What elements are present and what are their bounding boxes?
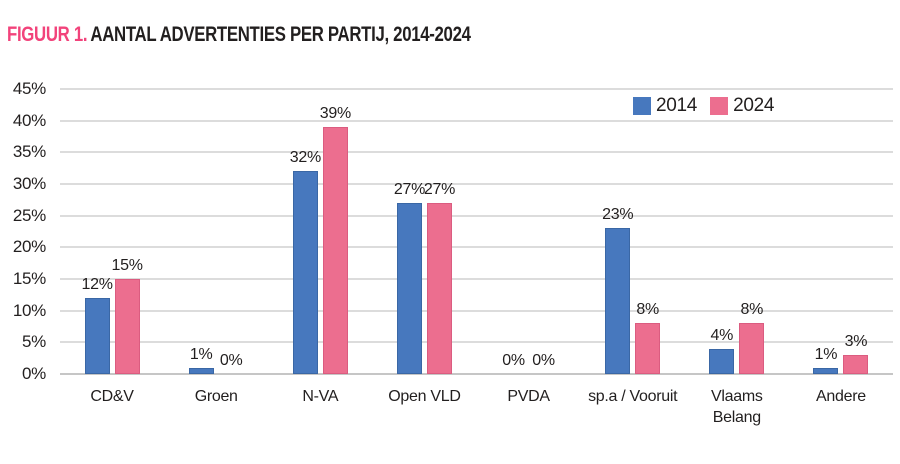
y-axis-tick-label: 40% [12, 110, 46, 130]
bar-value-label: 23% [602, 206, 634, 224]
y-axis-tick-label: 15% [12, 269, 46, 288]
x-axis-category-label: Andere [816, 388, 866, 405]
bar-2014-2 [292, 171, 318, 374]
bar-2014-3 [396, 203, 422, 374]
figure-number-label: FIGUUR 1. [7, 23, 88, 46]
bar-value-label: 15% [111, 257, 143, 274]
bar-value-label: 0% [219, 352, 243, 369]
bar-value-label: 3% [844, 333, 868, 350]
figure-title-text: AANTAL ADVERTENTIES PER PARTIJ, 2014-202… [90, 23, 471, 46]
bar-2024-7 [843, 355, 869, 374]
gridline [60, 373, 893, 375]
legend-series-label: 2024 [733, 95, 775, 116]
y-axis-tick-label: 25% [12, 205, 46, 225]
legend-series-label: 2014 [656, 95, 698, 116]
bar-2014-0 [84, 298, 110, 374]
chart-legend: 2014 2024 [633, 96, 774, 115]
bar-value-label: 0% [532, 352, 555, 369]
gridline [60, 88, 893, 90]
bar-value-label: 8% [636, 301, 659, 319]
figure-title: FIGUUR 1. AANTAL ADVERTENTIES PER PARTIJ,… [7, 23, 471, 47]
x-axis-category-label: PVDA [507, 388, 550, 405]
bar-value-label: 27% [423, 181, 455, 198]
bar-2014-7 [813, 367, 839, 374]
x-axis-category-label: CD&V [90, 388, 134, 405]
bar-2014-6 [709, 348, 735, 374]
x-axis-category-label: Vlaams Belang [711, 388, 763, 426]
bar-2024-5 [635, 323, 661, 374]
gridline [60, 151, 893, 154]
legend-swatch-icon [633, 96, 651, 115]
gridline [60, 214, 893, 217]
y-axis-tick-label: 30% [12, 174, 46, 193]
y-axis-tick-label: 0% [22, 364, 46, 383]
bar-value-label: 1% [189, 345, 213, 363]
gridline [60, 246, 893, 249]
gridline [60, 341, 893, 344]
bar-value-label: 1% [814, 345, 838, 363]
plot-area: 45% 40% 35% 30% 25% 20% 15% 10% 5% 0% 12% 15% CD&V 1%… [13, 79, 893, 426]
bar-2014-1 [188, 367, 214, 374]
bar-value-label: 4% [710, 326, 734, 344]
legend-swatch-icon [710, 96, 729, 115]
y-axis-tick-label: 20% [12, 237, 46, 257]
bar-value-label: 27% [393, 181, 425, 198]
legend-item-2014: 2014 [633, 96, 697, 115]
bar-2024-6 [739, 323, 765, 374]
bar-value-label: 32% [289, 149, 321, 167]
bar-value-label: 12% [81, 276, 113, 293]
bar-2024-0 [114, 279, 140, 374]
x-axis-category-label: N-VA [302, 388, 339, 405]
gridline [60, 183, 893, 185]
bar-2024-3 [426, 203, 452, 374]
bar-2024-2 [322, 127, 348, 374]
bar-value-label: 39% [319, 105, 351, 122]
gridline [60, 309, 893, 312]
x-axis-category-label: sp.a / Vooruit [588, 388, 678, 405]
bar-2014-5 [605, 228, 631, 374]
bar-value-label: 8% [740, 301, 764, 319]
bar-value-label: 0% [502, 352, 525, 369]
gridline [60, 119, 893, 122]
y-axis-tick-label: 10% [12, 300, 46, 320]
y-axis-tick-label: 45% [12, 79, 46, 98]
gridline [60, 278, 893, 280]
x-axis-category-label: Groen [194, 388, 238, 405]
y-axis-tick-label: 5% [22, 332, 46, 352]
y-axis-tick-label: 35% [12, 142, 46, 162]
x-axis-category-label: Open VLD [388, 388, 461, 405]
legend-item-2024: 2024 [710, 96, 774, 115]
